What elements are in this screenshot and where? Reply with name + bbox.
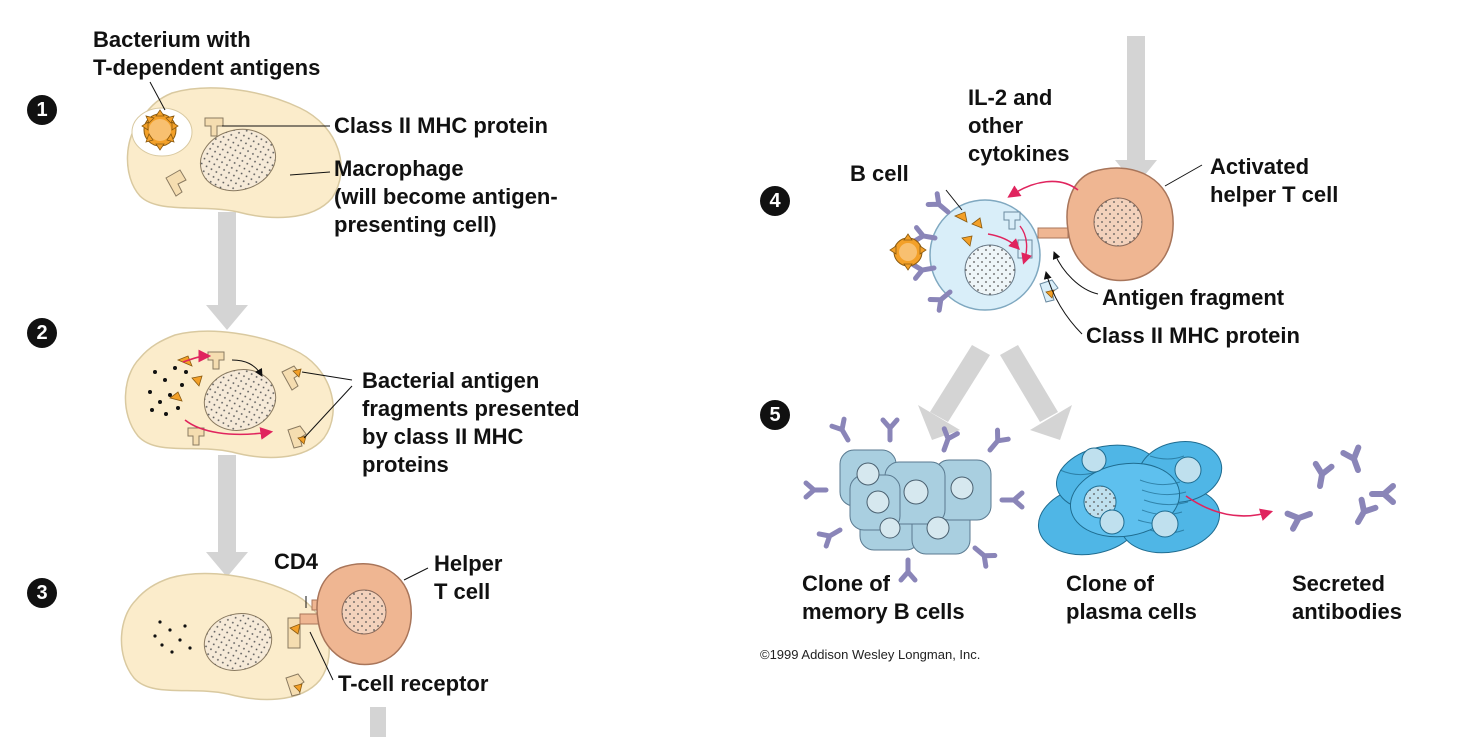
bacterium bbox=[141, 109, 179, 151]
t-cell-receptor-label: T-cell receptor bbox=[338, 671, 489, 696]
flow-arrow-to-plasma bbox=[1000, 345, 1072, 440]
copyright-credit: ©1999 Addison Wesley Longman, Inc. bbox=[760, 647, 981, 662]
bacterium-label: Bacterium with T-dependent antigens bbox=[93, 27, 321, 80]
activated-helper-t-cell bbox=[1007, 164, 1203, 335]
helper-t-label: Helper T cell bbox=[434, 551, 503, 604]
fragments-presented-label: Bacterial antigen fragments presented by c… bbox=[362, 368, 580, 477]
step-4-marker: 4 bbox=[760, 186, 790, 216]
step-1-marker: 1 bbox=[27, 95, 57, 125]
flow-arrow-2-3 bbox=[206, 455, 248, 577]
bacterium-step-4 bbox=[889, 233, 927, 271]
cd4-label: CD4 bbox=[274, 549, 319, 574]
step-2-marker: 2 bbox=[27, 318, 57, 348]
memory-b-cell-clone bbox=[806, 419, 1022, 580]
flow-arrow-to-memory bbox=[918, 345, 990, 440]
macrophage-step-2 bbox=[124, 330, 353, 459]
flow-arrow-to-4 bbox=[1115, 36, 1157, 186]
macrophage-step-1 bbox=[126, 81, 342, 219]
b-cell-label: B cell bbox=[850, 161, 909, 186]
memory-clone-label: Clone of memory B cells bbox=[802, 571, 965, 624]
plasma-clone-label: Clone of plasma cells bbox=[1066, 571, 1197, 624]
macrophage-label: Macrophage (will become antigen-presentin… bbox=[334, 156, 558, 237]
secreted-antibodies bbox=[1288, 448, 1393, 529]
il2-cytokines-label: IL-2 and other cytokines bbox=[968, 85, 1070, 166]
b-cell-step-4 bbox=[889, 189, 1059, 310]
class-ii-mhc-label-step1: Class II MHC protein bbox=[334, 113, 548, 138]
step-5-marker: 5 bbox=[760, 400, 790, 430]
flow-arrow-1-2 bbox=[206, 212, 248, 330]
plasma-cell-clone bbox=[1037, 441, 1274, 556]
helper-t-cell-step-3 bbox=[299, 563, 429, 681]
flow-arrow-3-continue bbox=[370, 707, 386, 737]
activated-helper-label: Activated helper T cell bbox=[1210, 154, 1339, 207]
macrophage-step-3 bbox=[120, 572, 330, 701]
class-ii-mhc-label-step4: Class II MHC protein bbox=[1086, 323, 1300, 348]
antibodies-label: Secreted antibodies bbox=[1292, 571, 1403, 624]
antigen-fragment-label: Antigen fragment bbox=[1102, 285, 1285, 310]
step-3-marker: 3 bbox=[27, 578, 57, 608]
